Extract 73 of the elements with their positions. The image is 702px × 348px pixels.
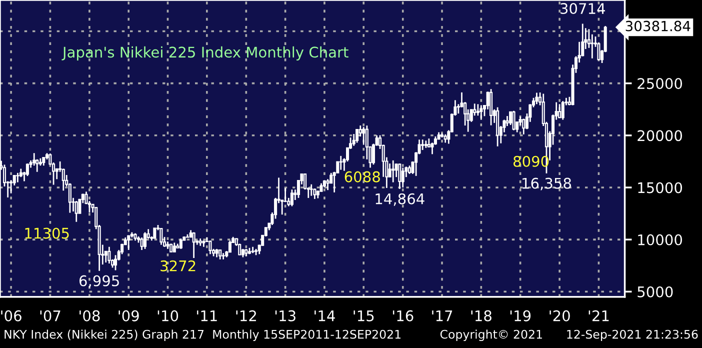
annotation: 3272 <box>160 260 196 272</box>
x-tick-label: '09 <box>118 310 139 322</box>
annotation: 6088 <box>344 171 380 182</box>
candlestick <box>143 232 147 250</box>
y-tick-label: 20000 <box>638 130 682 142</box>
annotation: 14,864 <box>376 193 424 206</box>
candlestick <box>26 162 29 177</box>
x-tick-label: '18 <box>471 310 492 322</box>
candlestick <box>509 110 512 126</box>
annotation: 11305 <box>25 228 69 239</box>
candlestick <box>218 249 222 260</box>
candlestick <box>522 118 526 136</box>
candlestick <box>401 166 404 188</box>
x-tick-label: '21 <box>588 310 609 322</box>
candlestick <box>172 242 176 253</box>
annotation: 16,358 <box>522 178 571 190</box>
y-tick-label: 10000 <box>638 234 682 246</box>
candlestick <box>558 103 562 118</box>
x-tick-label: '15 <box>354 310 374 322</box>
candlestick <box>392 160 395 183</box>
x-tick-label: '07 <box>40 310 60 322</box>
candlestick <box>290 188 294 207</box>
x-tick-label: '13 <box>275 310 296 322</box>
candlestick <box>192 232 196 259</box>
candlestick <box>313 188 316 200</box>
text: Copyright© 2021 <box>440 330 542 342</box>
candlestick <box>208 240 212 255</box>
candlestick <box>160 227 163 246</box>
x-tick-label: '20 <box>550 310 570 322</box>
y-tick-label: 5000 <box>638 286 673 298</box>
x-tick-label: '12 <box>236 310 256 322</box>
candlestick <box>127 234 130 251</box>
candlestick <box>179 238 182 250</box>
candlestick <box>16 172 20 183</box>
x-tick-label: '11 <box>197 310 217 322</box>
candlestick <box>153 228 156 239</box>
x-tick-label: '17 <box>432 310 452 322</box>
y-tick-label: 15000 <box>638 182 682 194</box>
candlestick <box>490 88 493 126</box>
candlestick <box>590 34 594 60</box>
x-tick-label: '14 <box>314 310 335 322</box>
text: Japan's Nikkei 225 Index Monthly Chart <box>62 46 348 60</box>
candlestick <box>140 236 144 251</box>
candlestick <box>356 128 359 144</box>
candlestick <box>358 124 362 138</box>
candlestick <box>512 110 516 131</box>
candlestick <box>310 184 313 197</box>
candlestick <box>352 133 356 147</box>
text: 12-Sep-2021 21:23:56 <box>567 330 698 342</box>
candlestick <box>398 162 402 190</box>
candlestick <box>284 187 287 203</box>
candlestick <box>421 138 424 151</box>
candlestick <box>339 155 342 170</box>
x-tick-label: '06 <box>1 310 22 322</box>
annotation: 6,995 <box>79 275 119 288</box>
candlestick <box>365 124 368 160</box>
candlestick <box>114 254 118 271</box>
candlestick <box>74 200 78 223</box>
x-tick-label: '10 <box>158 310 178 322</box>
annotation: 30714 <box>560 3 606 14</box>
candlestick <box>10 179 13 194</box>
x-tick-label: '19 <box>510 310 531 322</box>
candlestick <box>480 104 483 120</box>
candlestick <box>326 178 330 191</box>
x-tick-label: '08 <box>80 310 100 322</box>
text: NKY Index (Nikkei 225) Graph 217 Monthly 15SEP2011-12SEP2021 <box>4 330 400 342</box>
x-tick-label: '16 <box>392 310 414 322</box>
annotation: 30381.84 <box>626 20 690 32</box>
candlestick <box>476 103 480 116</box>
candlestick <box>535 92 538 105</box>
y-tick-label: 25000 <box>638 78 682 90</box>
candlestick <box>561 100 564 120</box>
candlestick <box>108 246 111 264</box>
